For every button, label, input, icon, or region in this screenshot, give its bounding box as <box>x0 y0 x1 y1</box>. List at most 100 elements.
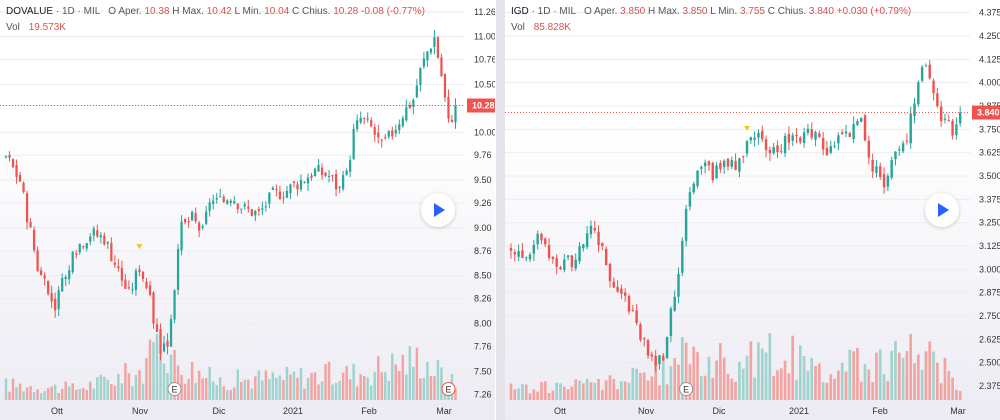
volume-bar <box>215 385 218 400</box>
volume-bar <box>282 379 285 400</box>
volume-bar <box>398 371 401 400</box>
volume-bar <box>715 360 718 400</box>
candle-body <box>544 238 547 245</box>
candle-body <box>673 296 676 311</box>
panel-divider <box>496 0 505 420</box>
candle-body <box>82 246 85 248</box>
candle-body <box>320 167 324 175</box>
candlestick-chart-dovalue[interactable]: E E 11.26 11.00 10.76 10.50 10.00 9.76 9.50 9.26 9… <box>0 0 495 420</box>
candle-body <box>509 247 513 251</box>
volume-bar <box>292 371 296 400</box>
candle-body <box>405 107 408 121</box>
y-axis-tick: 3.250 <box>979 218 1000 228</box>
candle-body <box>939 106 943 122</box>
volume-bar <box>863 364 867 400</box>
candle-body <box>233 201 236 204</box>
change-value: +0.030 (+0.79%) <box>836 6 912 17</box>
y-axis-tick: 10.76 <box>474 55 495 65</box>
volume-bar <box>730 378 734 400</box>
volume-bar <box>348 379 352 400</box>
y-axis-tick: 9.00 <box>474 223 492 233</box>
candle-body <box>50 293 53 302</box>
volume-bar <box>271 372 275 400</box>
candle-body <box>131 289 134 291</box>
candle-body <box>373 127 376 135</box>
candle-body <box>650 354 654 357</box>
volume-bar <box>204 377 208 400</box>
earnings-icon <box>167 382 182 396</box>
volume-bar <box>71 383 74 400</box>
candle-body <box>212 200 215 204</box>
candle-body <box>11 158 15 168</box>
candle-body <box>299 180 303 190</box>
candle-body <box>776 145 779 153</box>
candle-body <box>352 128 355 160</box>
candle-body <box>707 161 711 166</box>
x-axis-tick: Nov <box>132 406 149 416</box>
legend-title-row: IGD · 1D · MIL O Aper. 3.850 H Max. 3.85… <box>511 6 912 17</box>
y-axis-tick: 4.375 <box>979 8 1000 18</box>
symbol-name[interactable]: IGD <box>511 6 529 17</box>
volume-bar <box>362 375 366 400</box>
symbol-name[interactable]: DOVALUE <box>6 6 54 17</box>
low-value: 3.755 <box>739 6 765 17</box>
chart-panel-dovalue[interactable]: E E 11.26 11.00 10.76 10.50 10.00 9.76 9.50 9.26 9… <box>0 0 495 420</box>
volume-row: Vol 19.573K <box>6 20 425 36</box>
candle-body <box>36 250 39 271</box>
volume-bar <box>936 362 939 400</box>
y-axis-tick: 4.125 <box>979 54 1000 64</box>
volume-bar <box>524 384 528 400</box>
volume-bar <box>947 371 951 400</box>
candle-body <box>840 132 844 134</box>
interval: 1D <box>537 6 551 17</box>
volume-bar <box>890 350 894 400</box>
volume-bar <box>275 377 278 400</box>
candle-body <box>589 225 593 235</box>
chart-panel-igd[interactable]: E4.3754.2504.1254.0003.8753.7503.6253.50… <box>505 0 1000 420</box>
candle-body <box>377 132 380 138</box>
change-value: -0.08 (-0.77%) <box>361 6 425 17</box>
candle-body <box>692 183 695 193</box>
volume-bar <box>197 370 201 400</box>
volume-value: 19.573K <box>28 22 66 33</box>
volume-bar <box>355 386 359 400</box>
volume-bar <box>848 349 852 400</box>
candle-body <box>440 57 443 77</box>
candle-body <box>8 154 11 158</box>
volume-bar <box>867 369 871 400</box>
candlestick-chart-igd[interactable]: E4.3754.2504.1254.0003.8753.7503.6253.50… <box>505 0 1000 420</box>
candle-body <box>75 253 78 255</box>
candle-body <box>882 174 886 188</box>
volume-bar <box>639 372 642 400</box>
volume-bar <box>608 375 612 400</box>
candle-body <box>303 181 306 183</box>
volume-bar <box>75 389 78 400</box>
candle-body <box>222 196 225 203</box>
play-button[interactable] <box>421 193 455 227</box>
candle-body <box>275 189 278 191</box>
volume-bar <box>422 377 426 400</box>
play-button[interactable] <box>925 193 959 227</box>
volume-bar <box>341 372 345 400</box>
volume-bar <box>566 389 570 400</box>
candle-body <box>856 121 859 125</box>
candle-body <box>932 80 935 94</box>
candle-body <box>665 337 669 358</box>
volume-bar <box>540 381 543 400</box>
volume-bar <box>631 367 635 400</box>
candle-body <box>833 145 836 147</box>
candle-body <box>4 156 8 158</box>
candle-body <box>215 197 218 200</box>
volume-bar <box>138 370 141 400</box>
volume-label: Vol <box>6 22 20 33</box>
candle-body <box>749 137 753 141</box>
candle-body <box>243 204 246 207</box>
volume-bar <box>692 346 696 400</box>
candle-body <box>32 229 36 251</box>
volume-bar <box>369 385 373 400</box>
y-axis-tick: 4.250 <box>979 31 1000 41</box>
volume-bar <box>562 386 566 400</box>
candle-body <box>559 267 562 270</box>
volume-bar <box>222 386 225 400</box>
volume-bar <box>821 382 825 400</box>
